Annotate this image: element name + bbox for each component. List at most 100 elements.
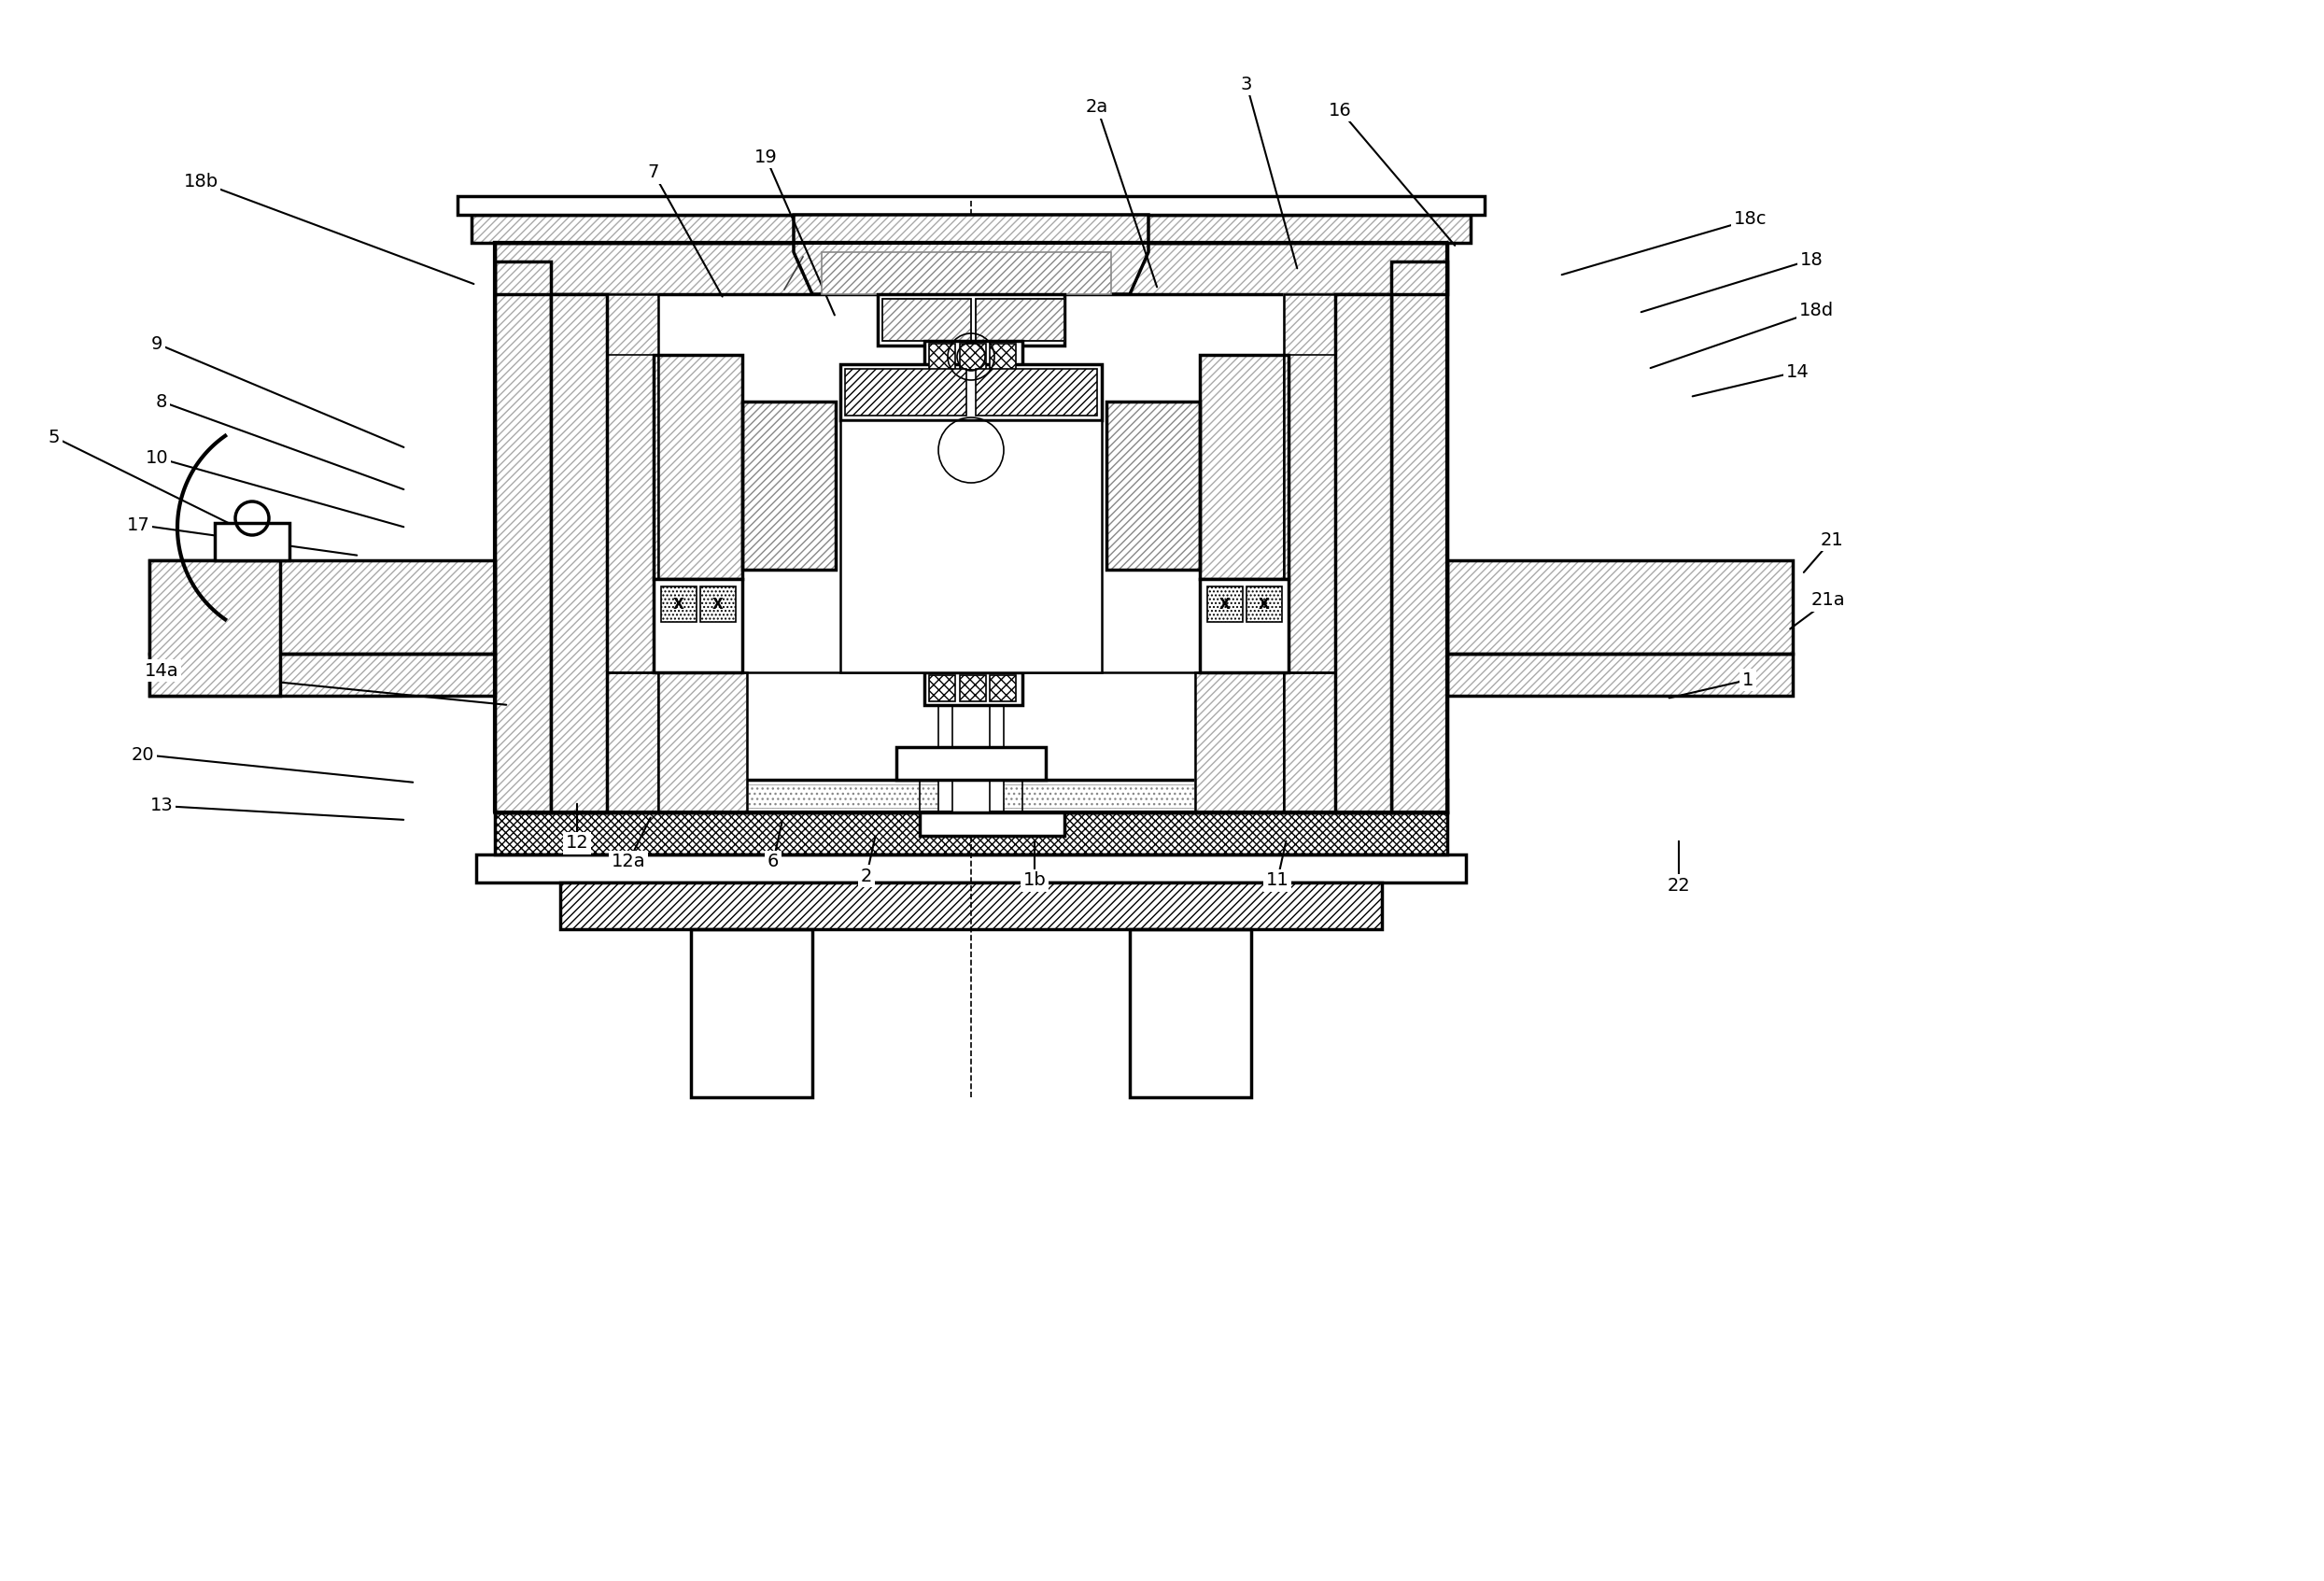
Polygon shape [551,294,607,813]
Text: 18b: 18b [184,174,218,191]
Bar [607,354,658,813]
Bar [1448,560,1792,653]
Bar [607,672,746,813]
Text: 2a: 2a [1085,98,1109,117]
Text: X: X [713,598,723,612]
Bar [149,560,281,696]
Bar [1106,402,1199,569]
Text: 20: 20 [132,746,153,764]
Text: 2: 2 [860,866,872,885]
Bar [1195,672,1336,813]
Bar [214,523,290,560]
Text: 22: 22 [1666,876,1690,895]
Text: 16: 16 [1329,101,1353,119]
Bar [500,784,1443,808]
Bar [841,364,1102,421]
Bar [495,261,551,813]
Text: 3: 3 [1241,76,1253,93]
Bar [1199,354,1287,579]
Bar [1448,653,1792,696]
Bar [660,587,697,621]
Bar [953,251,990,813]
Bar [930,675,955,702]
Bar [476,854,1466,882]
Text: 9: 9 [151,335,163,353]
Bar [1392,261,1448,813]
Bar [653,354,741,579]
Bar [653,579,741,672]
Text: 11: 11 [1267,871,1290,890]
Bar [1129,930,1250,1097]
Text: 5: 5 [49,428,60,446]
Bar [149,560,495,653]
Bar [458,196,1485,215]
Bar [495,813,1448,854]
Bar [472,215,1471,243]
Bar [1448,560,1792,653]
Bar [878,294,1064,346]
Bar [976,368,1097,416]
Bar [939,346,1004,813]
Bar [1246,587,1283,621]
Text: 12a: 12a [611,854,646,871]
Bar [560,882,1383,930]
Text: 18d: 18d [1799,302,1834,319]
Text: 1b: 1b [1023,871,1046,890]
Bar [690,930,813,1097]
Bar [495,243,1448,294]
Bar [607,354,658,813]
Bar [846,368,967,416]
Bar [990,675,1016,702]
Text: 14a: 14a [144,661,179,680]
Text: X: X [674,598,683,612]
Text: 21: 21 [1820,531,1843,549]
Bar [930,343,955,370]
Bar [1206,587,1243,621]
Bar [653,354,741,579]
Bar [1448,653,1792,696]
Text: 7: 7 [648,164,660,182]
Text: 21a: 21a [1810,591,1845,609]
Polygon shape [1336,294,1392,813]
Bar [883,299,971,341]
Text: 13: 13 [151,797,172,814]
Bar [1283,354,1336,813]
Bar [741,402,837,569]
Bar [495,243,1448,294]
Bar [560,882,1383,930]
Bar [883,299,971,341]
Bar [472,215,1471,243]
Bar [976,299,1064,341]
Text: X: X [1260,598,1269,612]
Text: 12: 12 [565,835,588,852]
Bar [897,748,1046,779]
Bar [1199,579,1287,672]
Bar [925,672,1023,705]
Text: 8: 8 [156,392,167,411]
Bar [1195,672,1336,813]
Bar [700,587,737,621]
Bar [495,813,1448,854]
Bar [495,261,551,813]
Bar [149,560,281,696]
Bar [976,299,1064,341]
Bar [741,402,837,569]
Bar [841,421,1102,672]
Bar [1199,354,1287,579]
Bar [1283,294,1336,813]
Text: 18: 18 [1799,251,1822,269]
Text: 1: 1 [1743,670,1755,689]
Bar [149,653,495,696]
Bar [823,251,1111,294]
Text: 17: 17 [125,515,149,534]
Bar [607,294,658,813]
Bar [1392,261,1448,813]
Bar [960,343,985,370]
Bar [149,653,495,696]
Bar [1283,354,1336,813]
Text: 19: 19 [753,149,776,166]
Bar [607,294,658,813]
Bar [1106,402,1199,569]
Bar [920,813,1064,836]
Text: 6: 6 [767,854,779,871]
